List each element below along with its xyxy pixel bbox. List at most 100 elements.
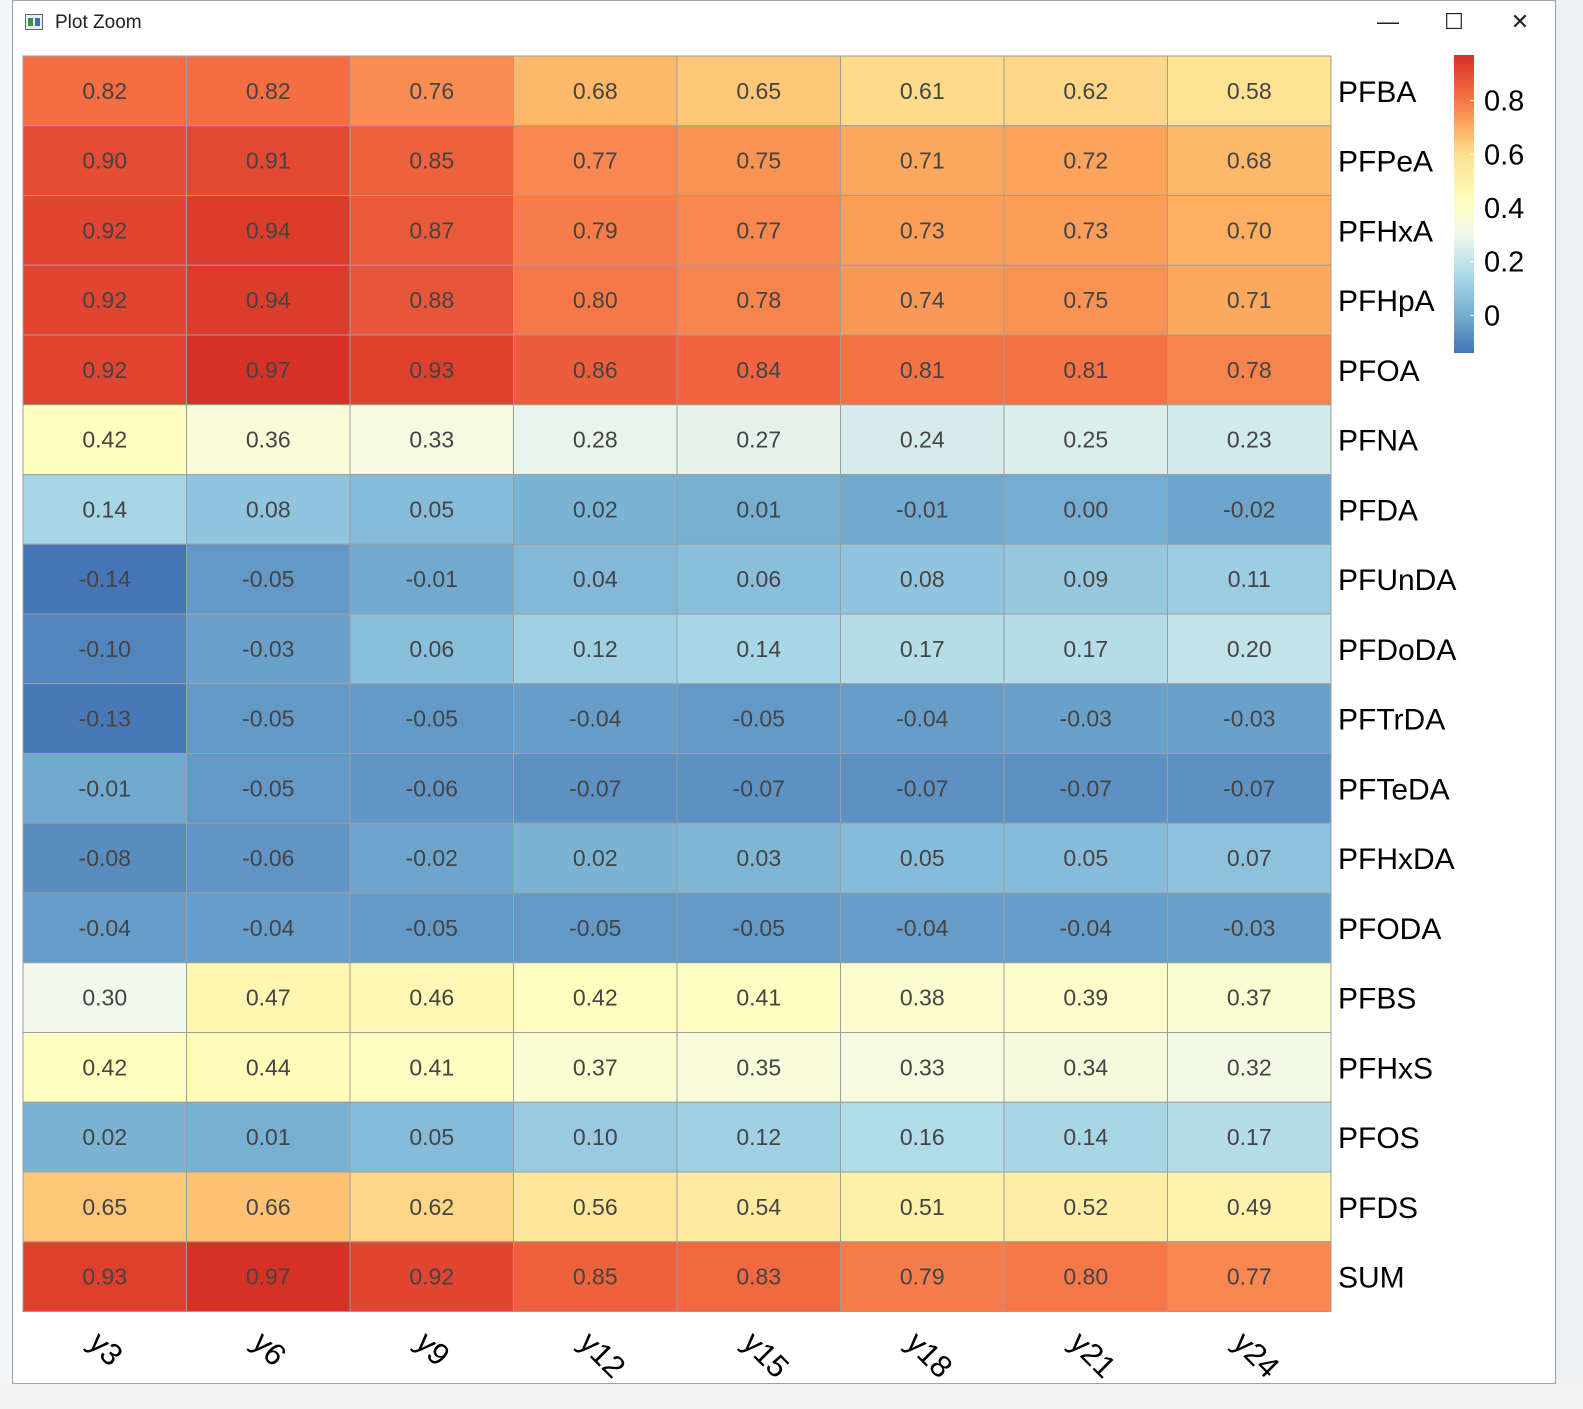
cell-value-label: 0.58 [1227, 78, 1272, 104]
cell-value-label: 0.62 [1063, 78, 1108, 104]
cell-value-label: 0.14 [82, 496, 127, 522]
heatmap-cell-pftrda-y9 [349, 683, 514, 754]
title-bar[interactable]: Plot Zoom — ☐ ✕ [13, 1, 1555, 43]
heatmap-cell-pfpea-y6 [186, 125, 351, 196]
close-button[interactable]: ✕ [1487, 1, 1553, 43]
heatmap-cell-pfpea-y15 [676, 125, 841, 196]
cell-value-label: 0.17 [1063, 636, 1108, 662]
cell-value-label: -0.03 [1223, 915, 1275, 941]
heatmap-cell-pfba-y3 [22, 55, 187, 127]
cell-value-label: -0.03 [242, 636, 294, 662]
heatmap-cell-pfba-y6 [186, 55, 351, 127]
heatmap-cell-pfdoda-y6 [186, 613, 351, 685]
minimize-icon: — [1377, 9, 1399, 34]
cell-value-label: 0.04 [573, 566, 618, 592]
cell-value-label: 0.07 [1227, 845, 1272, 871]
cell-value-label: 0.71 [900, 148, 945, 174]
column-label-y6: y6 [245, 1325, 293, 1373]
cell-value-label: 0.41 [409, 1054, 454, 1080]
heatmap-cell-pfpea-y24 [1167, 125, 1332, 196]
heatmap-cell-pfteda-y15 [676, 753, 841, 824]
heatmap-cell-pfna-y18 [840, 404, 1005, 475]
heatmap-cell-pfhxa-y9 [349, 195, 514, 266]
cell-value-label: 0.93 [82, 1264, 127, 1290]
cell-value-label: 0.77 [736, 217, 781, 243]
cell-value-label: -0.14 [79, 566, 132, 592]
row-label-pfoa: PFOA [1338, 355, 1420, 388]
heatmap-cell-pfhxda-y24 [1167, 822, 1332, 894]
row-label-pfdoda: PFDoDA [1338, 634, 1456, 667]
cell-value-label: 0.01 [736, 496, 781, 522]
heatmap-cell-pfos-y9 [349, 1101, 514, 1173]
maximize-button[interactable]: ☐ [1421, 1, 1487, 43]
cell-value-label: -0.06 [242, 845, 294, 871]
heatmap-cell-pfbs-y9 [349, 962, 514, 1033]
cell-value-label: 0.09 [1063, 566, 1108, 592]
heatmap-cell-pfoda-y24 [1167, 892, 1332, 964]
heatmap-cell-pfoa-y24 [1167, 334, 1332, 406]
heatmap-cell-pfhxs-y12 [513, 1032, 678, 1103]
cell-value-label: 0.49 [1227, 1194, 1272, 1220]
heatmap-cell-pfba-y15 [676, 55, 841, 127]
legend-tick-label: 0 [1484, 300, 1500, 332]
cell-value-label: 0.65 [82, 1194, 127, 1220]
cell-value-label: 0.80 [1063, 1264, 1108, 1290]
heatmap-cell-pfds-y9 [349, 1171, 514, 1243]
background-app-left-edge [0, 0, 12, 1409]
heatmap-cell-pfhxa-y6 [186, 195, 351, 266]
cell-value-label: 0.51 [900, 1194, 945, 1220]
heatmap-cell-pfbs-y24 [1167, 962, 1332, 1033]
plot-app-icon [25, 14, 43, 30]
heatmap-cell-pfoda-y9 [349, 892, 514, 964]
row-label-pfoda: PFODA [1338, 913, 1441, 946]
column-label-y3: y3 [82, 1325, 130, 1373]
cell-value-label: 0.05 [900, 845, 945, 871]
heatmap-cell-pfoa-y18 [840, 334, 1005, 406]
heatmap-cell-labels: 0.82 0.82 0.76 0.68 0.65 0.61 0.62 0.58 0.90 0.91… [79, 78, 1276, 1290]
cell-value-label: 0.14 [736, 636, 781, 662]
legend-tick-label: 0.2 [1484, 247, 1524, 279]
heatmap-cell-pfda-y9 [349, 474, 514, 545]
color-legend: 0 0.2 0.4 0.6 0.8 [1454, 55, 1524, 353]
heatmap-cell-pfhpa-y15 [676, 264, 841, 336]
heatmap-cell-pfda-y15 [676, 474, 841, 545]
heatmap-cell-pfunda-y3 [22, 543, 187, 615]
cell-value-label: 0.39 [1063, 985, 1108, 1011]
heatmap-cell-pfhxda-y18 [840, 822, 1005, 894]
heatmap-cell-sum-y3 [22, 1241, 187, 1312]
cell-value-label: 0.47 [246, 985, 291, 1011]
cell-value-label: 0.42 [82, 427, 127, 453]
cell-value-label: 0.84 [736, 357, 781, 383]
heatmap-cell-pfbs-y3 [22, 962, 187, 1033]
row-label-pfhxs: PFHxS [1338, 1052, 1433, 1085]
column-labels: y3 y6 y9 y12 y15 y18 y21 y24 [82, 1325, 1287, 1383]
minimize-button[interactable]: — [1355, 1, 1421, 43]
heatmap-cell-pfpea-y12 [513, 125, 678, 196]
heatmap-cell-sum-y24 [1167, 1241, 1332, 1312]
row-label-pfunda: PFUnDA [1338, 564, 1456, 597]
cell-value-label: -0.02 [1223, 496, 1275, 522]
cell-value-label: 0.24 [900, 427, 945, 453]
heatmap-cell-pfba-y9 [349, 55, 514, 127]
heatmap-cell-pfhxs-y3 [22, 1032, 187, 1103]
cell-value-label: -0.04 [896, 706, 949, 732]
heatmap-cell-pfdoda-y12 [513, 613, 678, 685]
cell-value-label: 0.65 [736, 78, 781, 104]
cell-value-label: 0.17 [1227, 1124, 1272, 1150]
cell-value-label: 0.85 [409, 148, 454, 174]
cell-value-label: -0.05 [242, 775, 294, 801]
row-label-sum: SUM [1338, 1262, 1405, 1295]
heatmap-cell-pfda-y6 [186, 474, 351, 545]
row-label-pfhxda: PFHxDA [1338, 843, 1455, 876]
cell-value-label: 0.08 [246, 496, 291, 522]
cell-value-label: -0.01 [896, 496, 948, 522]
heatmap-cell-pfda-y21 [1003, 474, 1168, 545]
cell-value-label: 0.34 [1063, 1054, 1108, 1080]
column-label-y15: y15 [736, 1325, 796, 1383]
heatmap-cell-pfteda-y12 [513, 753, 678, 824]
heatmap-cell-pfpea-y18 [840, 125, 1005, 196]
cell-value-label: 0.78 [1227, 357, 1272, 383]
cell-value-label: 0.05 [1063, 845, 1108, 871]
cell-value-label: 0.37 [573, 1054, 618, 1080]
heatmap-cell-pfhpa-y9 [349, 264, 514, 336]
